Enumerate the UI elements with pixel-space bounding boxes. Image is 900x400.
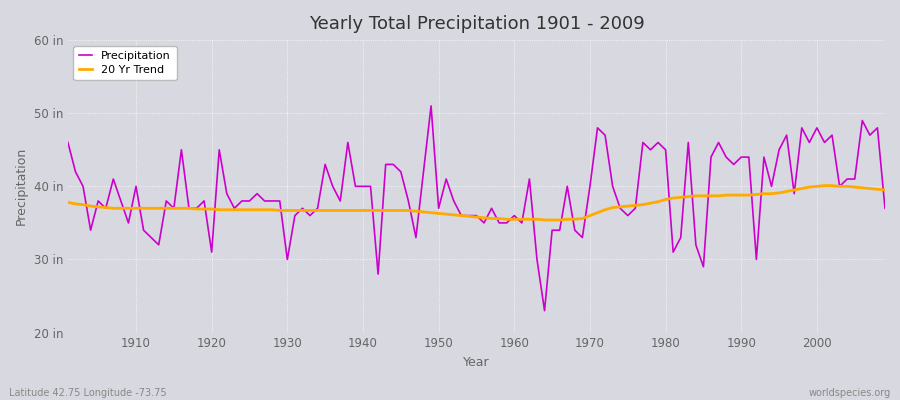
Precipitation xyxy=(879,206,890,211)
Title: Yearly Total Precipitation 1901 - 2009: Yearly Total Precipitation 1901 - 2009 xyxy=(309,15,644,33)
20 Yr Trend xyxy=(608,205,618,210)
20 Yr Trend xyxy=(290,208,301,213)
20 Yr Trend xyxy=(879,188,890,192)
20 Yr Trend xyxy=(335,208,346,213)
20 Yr Trend xyxy=(508,217,519,222)
Text: worldspecies.org: worldspecies.org xyxy=(809,388,891,398)
Precipitation xyxy=(62,140,73,145)
20 Yr Trend xyxy=(539,218,550,222)
20 Yr Trend xyxy=(819,183,830,188)
Precipitation xyxy=(335,198,346,203)
Y-axis label: Precipitation: Precipitation xyxy=(15,147,28,226)
Precipitation xyxy=(426,104,436,108)
20 Yr Trend xyxy=(62,200,73,205)
20 Yr Trend xyxy=(501,217,512,222)
Line: 20 Yr Trend: 20 Yr Trend xyxy=(68,186,885,220)
Legend: Precipitation, 20 Yr Trend: Precipitation, 20 Yr Trend xyxy=(74,46,176,80)
Precipitation xyxy=(517,220,527,225)
Precipitation xyxy=(539,308,550,313)
X-axis label: Year: Year xyxy=(464,356,490,369)
Precipitation xyxy=(615,206,626,211)
Precipitation xyxy=(290,213,301,218)
20 Yr Trend xyxy=(123,206,134,211)
Precipitation xyxy=(508,213,519,218)
Text: Latitude 42.75 Longitude -73.75: Latitude 42.75 Longitude -73.75 xyxy=(9,388,166,398)
Precipitation xyxy=(123,220,134,225)
Line: Precipitation: Precipitation xyxy=(68,106,885,311)
